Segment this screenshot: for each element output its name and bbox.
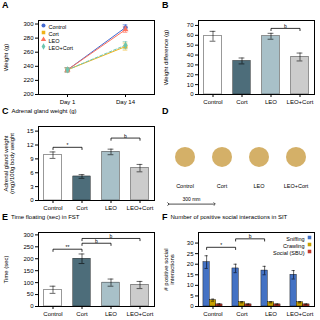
svg-text:*: * (220, 242, 222, 248)
svg-text:15: 15 (187, 272, 194, 278)
html-text:B: B (162, 0, 169, 10)
svg-text:5: 5 (190, 293, 194, 299)
svg-text:150: 150 (23, 268, 34, 274)
svg-text:b: b (124, 133, 127, 139)
svg-text:LEO: LEO (253, 183, 265, 189)
svg-text:Day 14: Day 14 (116, 99, 136, 105)
svg-text:LEO+Cort: LEO+Cort (287, 311, 314, 317)
svg-text:280: 280 (23, 35, 34, 41)
svg-text:# positive socialinteractions: # positive socialinteractions (163, 248, 175, 290)
svg-text:**: ** (66, 244, 70, 250)
svg-text:25: 25 (187, 251, 194, 257)
svg-text:Weight (g): Weight (g) (3, 44, 9, 72)
html-text:E Time floating (sec) in FST: E Time floating (sec) in FST (2, 212, 80, 222)
svg-text:Cort: Cort (217, 183, 228, 189)
svg-text:LEO: LEO (49, 38, 61, 44)
svg-text:Day 1: Day 1 (60, 99, 76, 105)
svg-text:15: 15 (27, 128, 34, 134)
svg-text:3: 3 (30, 184, 34, 190)
svg-text:9: 9 (30, 156, 34, 162)
svg-text:b: b (110, 233, 113, 239)
svg-text:Control: Control (203, 99, 222, 105)
html-text:F Number of positive social in: F Number of positive social interactions… (162, 212, 288, 222)
svg-text:30: 30 (187, 62, 194, 68)
svg-text:20: 20 (187, 261, 194, 267)
svg-text:0: 0 (30, 303, 34, 309)
svg-text:100: 100 (23, 280, 34, 286)
svg-text:240: 240 (23, 63, 34, 69)
svg-text:Control: Control (43, 205, 62, 211)
svg-text:b: b (284, 23, 287, 29)
svg-text:Weight difference (g): Weight difference (g) (163, 30, 169, 85)
svg-text:50: 50 (187, 42, 194, 48)
html-text:D: D (162, 106, 169, 116)
svg-text:Time (sec): Time (sec) (3, 255, 9, 283)
svg-text:Cort: Cort (49, 31, 60, 37)
svg-text:LEO: LEO (265, 311, 277, 317)
svg-text:250: 250 (23, 244, 34, 250)
svg-text:6: 6 (30, 170, 34, 176)
svg-text:300: 300 (23, 232, 34, 238)
svg-text:Adrenal gland weight(mg)/100g: Adrenal gland weight(mg)/100g body weigh… (3, 133, 15, 194)
svg-text:Control: Control (49, 24, 67, 30)
svg-text:LEO+Cort: LEO+Cort (127, 311, 154, 317)
svg-text:LEO: LEO (105, 205, 117, 211)
svg-text:40: 40 (187, 52, 194, 58)
svg-text:0: 0 (190, 91, 194, 97)
svg-text:10: 10 (187, 282, 194, 288)
svg-text:b: b (95, 237, 98, 244)
svg-text:LEO+Cort: LEO+Cort (287, 99, 314, 105)
svg-text:10: 10 (187, 82, 194, 88)
svg-text:60: 60 (187, 32, 194, 38)
svg-text:Control: Control (43, 311, 62, 317)
svg-text:220: 220 (23, 77, 34, 83)
svg-text:0: 0 (190, 303, 194, 309)
svg-text:Social (SBU): Social (SBU) (273, 250, 305, 256)
svg-text:Sniffing: Sniffing (286, 236, 304, 242)
svg-text:70: 70 (187, 22, 194, 28)
svg-text:300 mm: 300 mm (182, 196, 200, 202)
svg-text:Control: Control (176, 183, 194, 189)
svg-text:LEO+Cort: LEO+Cort (284, 183, 309, 189)
svg-text:Cort: Cort (76, 311, 88, 317)
svg-text:Cort: Cort (76, 205, 88, 211)
svg-text:30: 30 (187, 240, 194, 246)
svg-text:LEO: LEO (265, 99, 277, 105)
svg-text:200: 200 (23, 91, 34, 97)
svg-text:Cort: Cort (236, 99, 248, 105)
svg-text:260: 260 (23, 49, 34, 55)
svg-text:LEO+Cort: LEO+Cort (127, 205, 154, 211)
html-text:C Adrenal gland weight (g): C Adrenal gland weight (g) (2, 106, 77, 116)
svg-text:Cort: Cort (236, 311, 248, 317)
svg-text:Control: Control (203, 311, 222, 317)
svg-text:*: * (67, 142, 69, 148)
svg-text:20: 20 (187, 72, 194, 78)
svg-text:12: 12 (27, 142, 34, 148)
svg-text:b: b (249, 233, 252, 239)
svg-text:LEO: LEO (105, 311, 117, 317)
svg-text:200: 200 (23, 256, 34, 262)
svg-text:LEO+Cort: LEO+Cort (49, 45, 74, 51)
svg-text:50: 50 (27, 291, 34, 297)
svg-text:0: 0 (30, 197, 34, 203)
svg-text:300: 300 (23, 21, 34, 27)
svg-text:Crawling: Crawling (283, 243, 304, 249)
html-text:A: A (2, 0, 9, 10)
